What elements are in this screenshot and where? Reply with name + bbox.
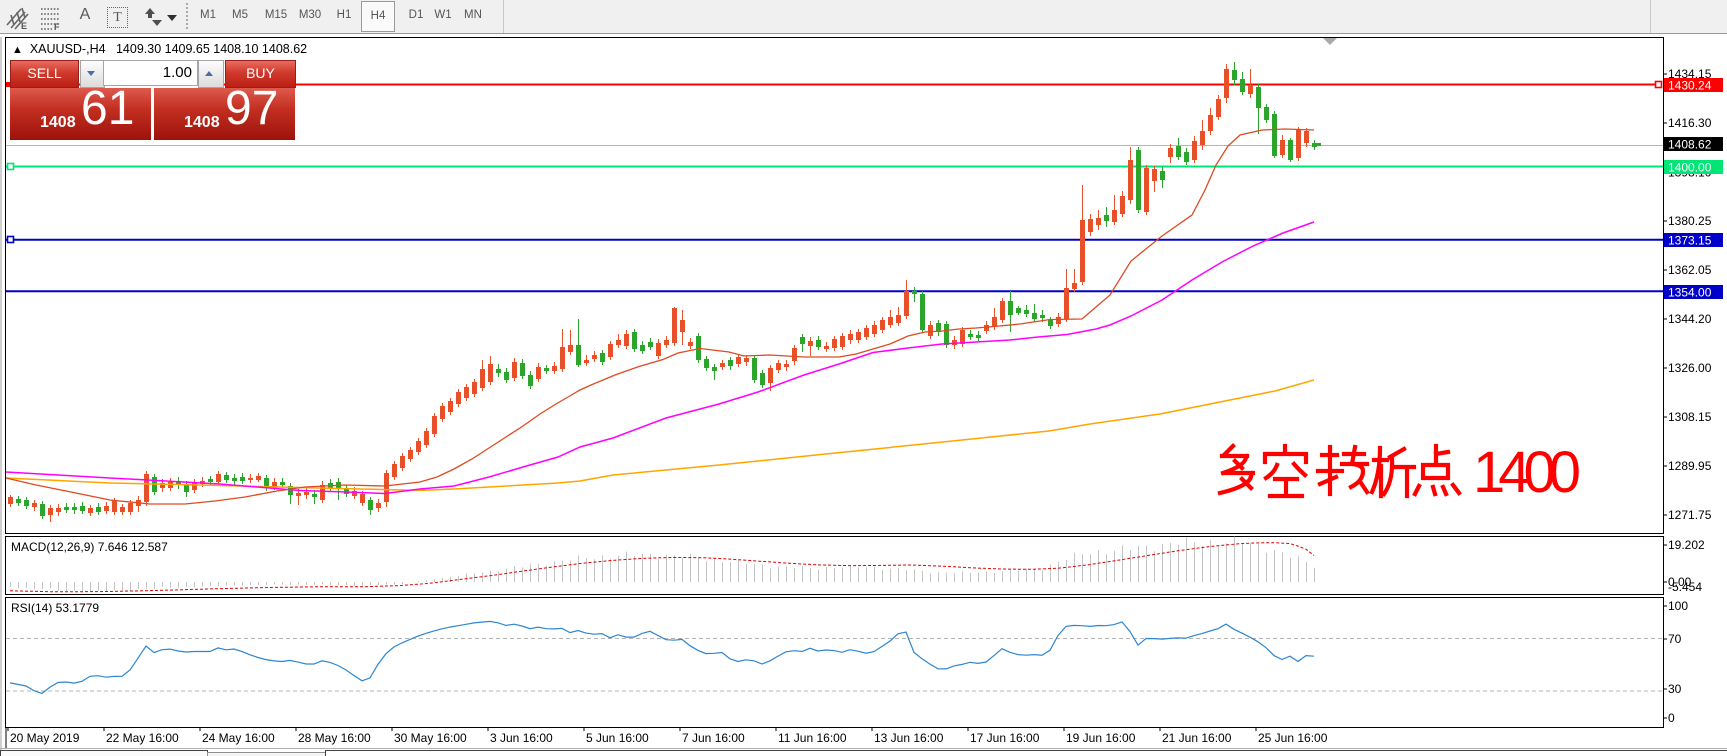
svg-text:1400: 1400 [1473,440,1581,505]
svg-text:30 May 16:00: 30 May 16:00 [394,731,467,745]
svg-text:1354.00: 1354.00 [1668,286,1712,300]
svg-text:E: E [21,21,27,30]
svg-text:1326.00: 1326.00 [1668,361,1712,375]
svg-text:1416.30: 1416.30 [1668,116,1712,130]
svg-text:13 Jun 16:00: 13 Jun 16:00 [874,731,944,745]
svg-text:1362.05: 1362.05 [1668,263,1712,277]
svg-text:MACD(12,26,9) 7.646 12.587: MACD(12,26,9) 7.646 12.587 [11,540,168,554]
svg-text:1308.15: 1308.15 [1668,410,1712,424]
svg-text:30: 30 [1668,682,1682,696]
svg-text:20 May 2019: 20 May 2019 [10,731,80,745]
svg-text:3 Jun 16:00: 3 Jun 16:00 [490,731,553,745]
svg-text:19 Jun 16:00: 19 Jun 16:00 [1066,731,1136,745]
svg-text:1289.95: 1289.95 [1668,459,1712,473]
svg-text:21 Jun 16:00: 21 Jun 16:00 [1162,731,1232,745]
svg-text:1271.75: 1271.75 [1668,508,1712,522]
svg-text:70: 70 [1668,632,1682,646]
svg-text:1408.62: 1408.62 [1668,138,1712,152]
svg-text:1380.25: 1380.25 [1668,214,1712,228]
svg-text:24 May 16:00: 24 May 16:00 [202,731,275,745]
svg-text:100: 100 [1668,599,1688,613]
svg-text:5 Jun 16:00: 5 Jun 16:00 [586,731,649,745]
svg-text:1400.00: 1400.00 [1668,161,1712,175]
svg-text:17 Jun 16:00: 17 Jun 16:00 [970,731,1040,745]
svg-text:7 Jun 16:00: 7 Jun 16:00 [682,731,745,745]
svg-text:11 Jun 16:00: 11 Jun 16:00 [778,731,847,745]
svg-text:1434.15: 1434.15 [1668,67,1712,81]
svg-text:-5.454: -5.454 [1668,580,1702,594]
svg-text:F: F [54,22,60,31]
svg-text:1344.20: 1344.20 [1668,312,1712,326]
svg-text:0.00: 0.00 [1668,575,1692,589]
svg-text:22 May 16:00: 22 May 16:00 [106,731,179,745]
svg-text:1430.24: 1430.24 [1668,79,1712,93]
svg-text:25 Jun 16:00: 25 Jun 16:00 [1258,731,1328,745]
svg-text:28 May 16:00: 28 May 16:00 [298,731,371,745]
svg-text:RSI(14) 53.1779: RSI(14) 53.1779 [11,601,99,615]
svg-text:19.202: 19.202 [1668,538,1705,552]
svg-text:1373.15: 1373.15 [1668,234,1712,248]
svg-text:0: 0 [1668,711,1675,725]
